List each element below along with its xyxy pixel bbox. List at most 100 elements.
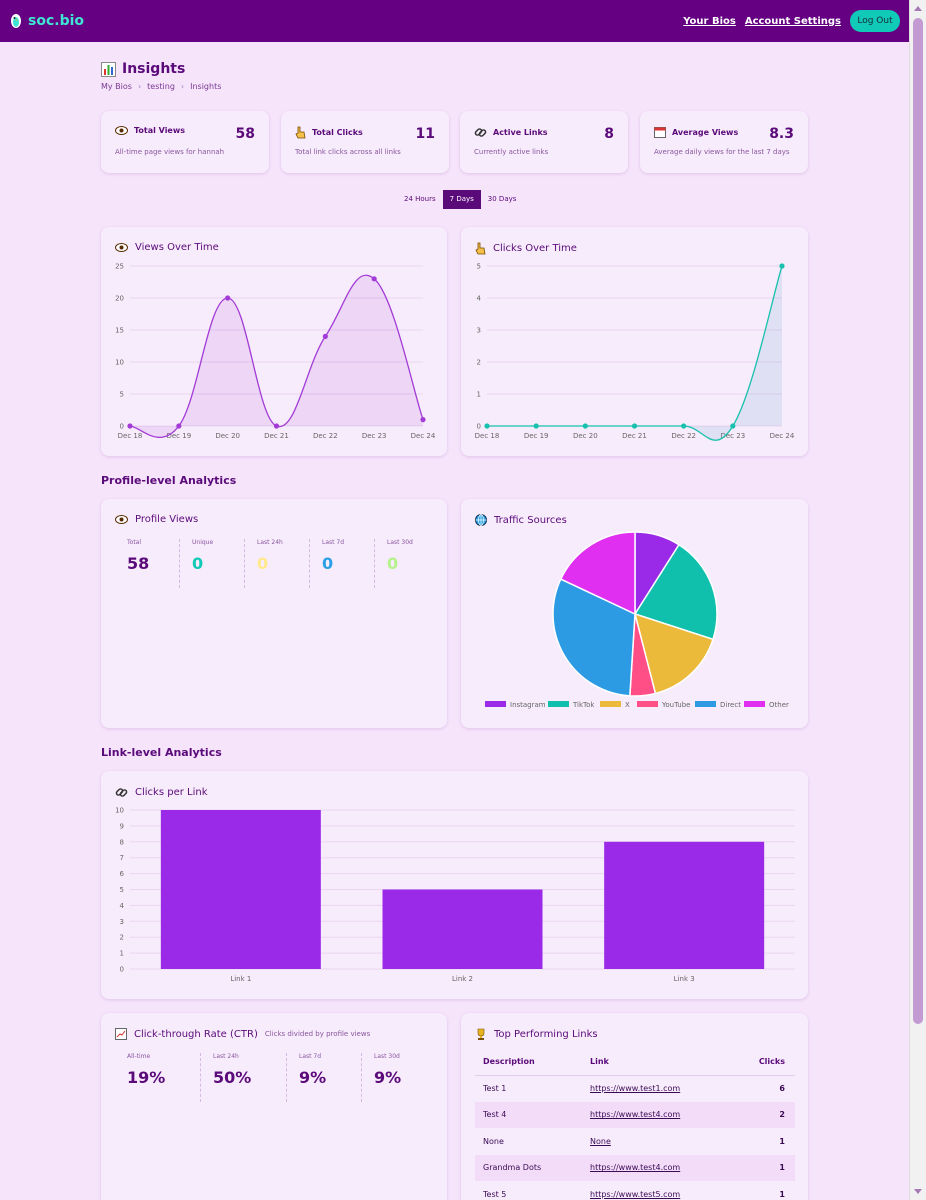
row-link[interactable]: https://www.test1.com bbox=[590, 1084, 681, 1093]
ctr-all-time: All-time 19% bbox=[115, 1053, 201, 1102]
clicks-per-link-card: Clicks per Link 0 1 2 3 4 5 6 7 8 9 10 Link 1 Link 2… bbox=[101, 771, 808, 999]
data-point bbox=[484, 423, 490, 429]
y-tick-label: 4 bbox=[120, 902, 125, 910]
data-point bbox=[322, 333, 328, 339]
y-tick-label: 9 bbox=[120, 822, 124, 830]
your-bios-link[interactable]: Your Bios bbox=[683, 15, 736, 27]
row-link[interactable]: https://www.test4.com bbox=[590, 1110, 681, 1120]
navbar: soc.bio Your Bios Account Settings Log O… bbox=[0, 0, 909, 42]
column-header-description: Description bbox=[475, 1049, 582, 1076]
row-clicks: 2 bbox=[728, 1101, 795, 1128]
bar bbox=[382, 889, 543, 969]
scroll-down-arrow-icon[interactable] bbox=[914, 1189, 922, 1194]
views-over-time-card: Views Over Time 0 5 10 15 20 25 Dec 18 Dec 19 De… bbox=[101, 227, 447, 456]
data-point bbox=[582, 423, 588, 429]
x-tick-label: Link 3 bbox=[674, 975, 695, 983]
metric-label: Last 30d bbox=[387, 539, 413, 546]
y-tick-label: 15 bbox=[115, 327, 124, 335]
legend-label: TikTok bbox=[572, 701, 595, 709]
ctr-card: Click-through Rate (CTR) Clicks divided … bbox=[101, 1013, 447, 1200]
table-row: Test 1 https://www.test1.com 6 bbox=[475, 1075, 795, 1102]
table-row: Grandma Dots https://www.test4.com 1 bbox=[475, 1154, 795, 1181]
x-tick-label: Dec 22 bbox=[671, 432, 696, 440]
eye-icon bbox=[115, 515, 128, 524]
metric-value: 19% bbox=[127, 1068, 166, 1087]
row-clicks: 1 bbox=[779, 1189, 785, 1199]
eye-icon bbox=[115, 126, 128, 135]
breadcrumb: My Bios › testing › Insights bbox=[101, 82, 221, 91]
breadcrumb-separator: › bbox=[137, 82, 142, 91]
row-clicks: 1 bbox=[728, 1154, 795, 1181]
legend-swatch bbox=[637, 701, 658, 707]
data-point bbox=[371, 276, 377, 282]
y-tick-label: 2 bbox=[120, 934, 124, 942]
breadcrumb-my-bios[interactable]: My Bios bbox=[101, 82, 132, 91]
range-7-days-button[interactable]: 7 Days bbox=[442, 190, 481, 209]
page-title: Insights bbox=[101, 61, 185, 77]
x-tick-label: Dec 24 bbox=[770, 432, 795, 440]
profile-section-title: Profile-level Analytics bbox=[101, 474, 237, 487]
y-tick-label: 1 bbox=[477, 391, 481, 399]
y-tick-label: 5 bbox=[477, 263, 481, 271]
data-point bbox=[420, 417, 426, 423]
legend-label: Instagram bbox=[510, 701, 546, 709]
stat-description: All-time page views for hannah bbox=[115, 148, 225, 156]
metric-value: 58 bbox=[127, 554, 150, 573]
row-description: Grandma Dots bbox=[475, 1154, 582, 1181]
series-area bbox=[487, 266, 782, 441]
link-section-title: Link-level Analytics bbox=[101, 746, 222, 759]
views-line-chart: 0 5 10 15 20 25 Dec 18 Dec 19 Dec 20 Dec 21 Dec 22… bbox=[115, 263, 436, 441]
stat-card-total-views: Total Views 58 All-time page views for h… bbox=[101, 111, 269, 173]
ctr-subtitle: Clicks divided by profile views bbox=[264, 1030, 371, 1038]
data-point bbox=[730, 423, 736, 429]
scroll-up-arrow-icon[interactable] bbox=[914, 6, 922, 11]
logout-button[interactable]: Log Out bbox=[850, 10, 900, 32]
series-line bbox=[487, 265, 783, 441]
row-link[interactable]: None bbox=[590, 1136, 611, 1146]
metric-label: Total bbox=[127, 539, 142, 546]
stat-card-average-views: Average Views 8.3 Average daily views fo… bbox=[640, 111, 808, 173]
row-link[interactable]: https://www.test5.com bbox=[590, 1189, 681, 1199]
clicks-over-time-card: Clicks Over Time 0 1 2 3 4 5 Dec 18 Dec 19 Dec 2… bbox=[461, 227, 808, 456]
y-tick-label: 7 bbox=[120, 854, 124, 862]
stat-card-active-links: Active Links 8 Currently active links bbox=[460, 111, 628, 173]
pointer-hand-icon bbox=[295, 126, 306, 139]
clicks-bar-chart: 0 1 2 3 4 5 6 7 8 9 10 Link 1 Link 2 Link 3 bbox=[115, 807, 795, 983]
penguin-icon bbox=[11, 14, 21, 28]
y-tick-label: 3 bbox=[477, 327, 481, 335]
y-tick-label: 10 bbox=[115, 807, 124, 815]
metric-value: 0 bbox=[257, 554, 269, 573]
breadcrumb-separator: › bbox=[180, 82, 185, 91]
data-point bbox=[681, 423, 687, 429]
stat-description: Total link clicks across all links bbox=[295, 148, 401, 156]
ctr-last-30d: Last 30d 9% bbox=[362, 1053, 448, 1102]
x-tick-label: Dec 19 bbox=[524, 432, 549, 440]
metric-last-30d: Last 30d 0 bbox=[375, 539, 440, 588]
scrollbar-thumb[interactable] bbox=[913, 18, 923, 1024]
table-row: Test 4 https://www.test4.com 2 bbox=[475, 1101, 795, 1128]
x-tick-label: Dec 23 bbox=[720, 432, 745, 440]
card-title-text: Clicks per Link bbox=[135, 787, 208, 798]
stat-description: Currently active links bbox=[474, 148, 549, 156]
row-description: Test 1 bbox=[483, 1084, 507, 1093]
data-point bbox=[273, 423, 280, 429]
stat-value: 8 bbox=[604, 126, 614, 142]
table-row: None None 1 bbox=[475, 1128, 795, 1155]
table-row: Test 5 https://www.test5.com 1 bbox=[475, 1181, 795, 1200]
y-tick-label: 6 bbox=[120, 870, 125, 878]
account-settings-link[interactable]: Account Settings bbox=[744, 15, 841, 27]
x-tick-label: Dec 18 bbox=[118, 432, 143, 440]
page-title-text: Insights bbox=[122, 61, 186, 77]
row-link[interactable]: https://www.test4.com bbox=[590, 1163, 681, 1173]
metric-label: Last 7d bbox=[322, 539, 345, 546]
range-24-hours-button[interactable]: 24 Hours bbox=[404, 195, 436, 203]
y-tick-label: 2 bbox=[477, 359, 481, 367]
stat-label: Average Views bbox=[672, 127, 739, 137]
stat-label: Active Links bbox=[493, 128, 548, 137]
stat-value: 8.3 bbox=[769, 126, 794, 142]
scrollbar[interactable] bbox=[909, 0, 926, 1200]
breadcrumb-testing[interactable]: testing bbox=[147, 82, 175, 91]
y-tick-label: 4 bbox=[477, 295, 482, 303]
range-30-days-button[interactable]: 30 Days bbox=[487, 195, 517, 203]
brand-logo[interactable]: soc.bio bbox=[9, 13, 84, 29]
